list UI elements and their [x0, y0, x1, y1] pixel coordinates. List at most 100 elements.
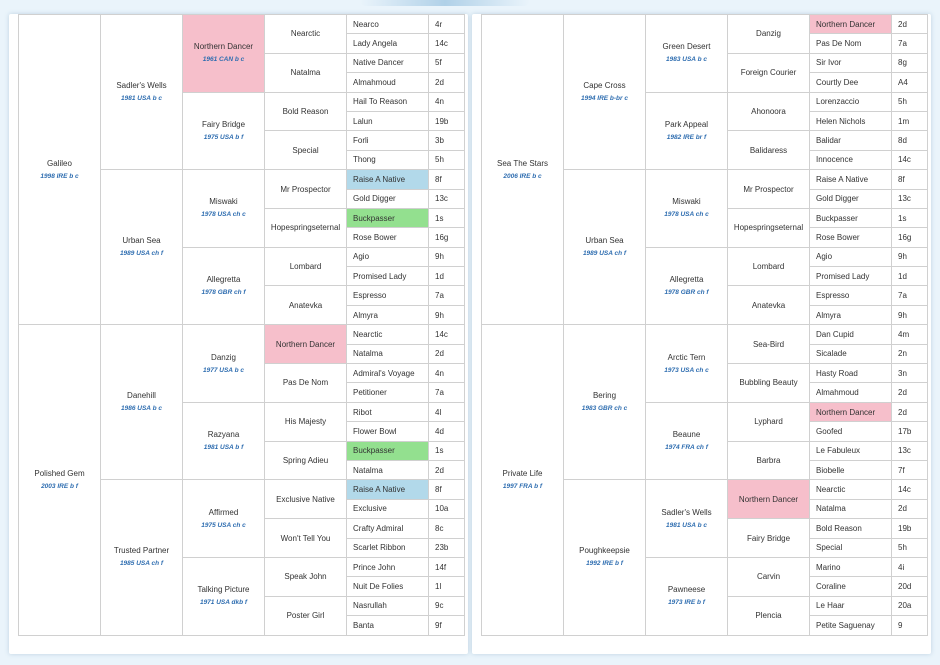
horse-gen4[interactable]: Spring Adieu [264, 440, 347, 481]
horse-gen5[interactable]: Almahmoud [809, 382, 892, 403]
horse-gen2[interactable]: Urban Sea 1989 USA ch f [100, 169, 183, 326]
horse-gen5[interactable]: Helen Nichols [809, 110, 892, 132]
horse-gen5[interactable]: Rose Bower [346, 227, 429, 248]
horse-gen5[interactable]: Pas De Nom [809, 33, 892, 54]
horse-gen3[interactable]: Miswaki 1978 USA ch c [645, 169, 728, 248]
horse-gen4[interactable]: Lombard [727, 246, 810, 287]
horse-gen4[interactable]: Ahonoora [727, 91, 810, 132]
horse-gen5[interactable]: Gold Digger [346, 188, 429, 209]
horse-gen4[interactable]: Hopespringseternal [727, 207, 810, 248]
horse-gen5[interactable]: Buckpasser [346, 440, 429, 461]
horse-gen4[interactable]: Pas De Nom [264, 363, 347, 403]
horse-gen4[interactable]: Bold Reason [264, 91, 347, 132]
horse-gen3[interactable]: Arctic Tern 1973 USA ch c [645, 324, 728, 403]
horse-gen5[interactable]: Buckpasser [809, 207, 892, 229]
horse-gen2[interactable]: Trusted Partner 1985 USA ch f [100, 479, 183, 636]
horse-gen5[interactable]: Sir Ivor [809, 52, 892, 74]
horse-gen3[interactable]: Fairy Bridge 1975 USA b f [182, 91, 265, 171]
horse-gen5[interactable]: Courtly Dee [809, 72, 892, 93]
horse-gen5[interactable]: Lalun [346, 110, 429, 132]
horse-gen5[interactable]: Sicalade [809, 343, 892, 365]
horse-gen5[interactable]: Ribot [346, 401, 429, 423]
horse-gen3[interactable]: Talking Picture 1971 USA dkb f [182, 556, 265, 636]
horse-gen1[interactable]: Private Life 1997 FRA b f [481, 324, 564, 636]
horse-gen3[interactable]: Affirmed 1975 USA ch c [182, 479, 265, 558]
horse-gen3[interactable]: Miswaki 1978 USA ch c [182, 169, 265, 248]
horse-gen4[interactable]: Northern Dancer [727, 479, 810, 520]
horse-gen5[interactable]: Almahmoud [346, 72, 429, 93]
horse-gen2[interactable]: Danehill 1986 USA b c [100, 324, 183, 481]
horse-gen4[interactable]: Special [264, 130, 347, 171]
horse-gen4[interactable]: Anatevka [727, 285, 810, 326]
horse-gen2[interactable]: Sadler's Wells 1981 USA b c [100, 13, 183, 171]
horse-gen4[interactable]: Won't Tell You [264, 518, 347, 558]
horse-gen5[interactable]: Forli [346, 130, 429, 151]
horse-gen4[interactable]: Hopespringseternal [264, 207, 347, 248]
horse-gen4[interactable]: Carvin [727, 556, 810, 597]
horse-gen4[interactable]: Anatevka [264, 285, 347, 326]
horse-gen5[interactable]: Espresso [809, 285, 892, 306]
horse-gen5[interactable]: Banta [346, 615, 429, 636]
horse-gen4[interactable]: Lombard [264, 246, 347, 287]
horse-gen5[interactable]: Nearctic [346, 324, 429, 345]
horse-gen5[interactable]: Le Fabuleux [809, 440, 892, 461]
horse-gen5[interactable]: Coraline [809, 576, 892, 597]
horse-gen5[interactable]: Petitioner [346, 382, 429, 403]
horse-gen5[interactable]: Native Dancer [346, 52, 429, 74]
horse-gen5[interactable]: Special [809, 537, 892, 558]
horse-gen4[interactable]: Northern Dancer [264, 324, 347, 365]
horse-gen4[interactable]: His Majesty [264, 401, 347, 442]
horse-gen5[interactable]: Natalma [809, 498, 892, 520]
horse-gen5[interactable]: Scarlet Ribbon [346, 537, 429, 558]
horse-gen5[interactable]: Thong [346, 149, 429, 171]
horse-gen5[interactable]: Nuit De Folies [346, 576, 429, 597]
horse-gen4[interactable]: Barbra [727, 440, 810, 481]
horse-gen5[interactable]: Promised Lady [809, 266, 892, 287]
horse-gen5[interactable]: Natalma [346, 343, 429, 365]
horse-gen5[interactable]: Admiral's Voyage [346, 363, 429, 384]
horse-gen5[interactable]: Almyra [346, 304, 429, 326]
horse-gen5[interactable]: Le Haar [809, 595, 892, 617]
horse-gen4[interactable]: Mr Prospector [727, 169, 810, 209]
horse-gen5[interactable]: Biobelle [809, 459, 892, 481]
horse-gen5[interactable]: Nearco [346, 13, 429, 35]
horse-gen5[interactable]: Lady Angela [346, 33, 429, 54]
horse-gen5[interactable]: Goofed [809, 421, 892, 442]
horse-gen5[interactable]: Rose Bower [809, 227, 892, 248]
horse-gen1[interactable]: Sea The Stars 2006 IRE b c [481, 13, 564, 326]
horse-gen5[interactable]: Lorenzaccio [809, 91, 892, 112]
horse-gen4[interactable]: Plencia [727, 595, 810, 636]
horse-gen4[interactable]: Mr Prospector [264, 169, 347, 209]
horse-gen3[interactable]: Green Desert 1983 USA b c [645, 14, 728, 93]
horse-gen5[interactable]: Exclusive [346, 498, 429, 520]
horse-gen5[interactable]: Raise A Native [346, 169, 429, 190]
horse-gen3[interactable]: Allegretta 1978 GBR ch f [182, 246, 265, 326]
horse-gen5[interactable]: Petite Saguenay [809, 615, 892, 636]
horse-gen1[interactable]: Galileo 1998 IRE b c [18, 13, 101, 326]
horse-gen5[interactable]: Marino [809, 556, 892, 578]
horse-gen4[interactable]: Exclusive Native [264, 479, 347, 520]
horse-gen5[interactable]: Crafty Admiral [346, 518, 429, 539]
horse-gen5[interactable]: Nearctic [809, 479, 892, 500]
horse-gen1[interactable]: Polished Gem 2003 IRE b f [18, 324, 101, 636]
horse-gen3[interactable]: Allegretta 1978 GBR ch f [645, 246, 728, 326]
horse-gen4[interactable]: Bubbling Beauty [727, 363, 810, 403]
horse-gen4[interactable]: Fairy Bridge [727, 518, 810, 558]
horse-gen3[interactable]: Danzig 1977 USA b c [182, 324, 265, 403]
horse-gen5[interactable]: Dan Cupid [809, 324, 892, 345]
horse-gen4[interactable]: Poster Girl [264, 595, 347, 636]
horse-gen5[interactable]: Raise A Native [346, 479, 429, 500]
horse-gen3[interactable]: Beaune 1974 FRA ch f [645, 401, 728, 481]
horse-gen5[interactable]: Northern Dancer [809, 401, 892, 423]
horse-gen4[interactable]: Foreign Courier [727, 52, 810, 93]
horse-gen5[interactable]: Hail To Reason [346, 91, 429, 112]
horse-gen5[interactable]: Raise A Native [809, 169, 892, 190]
horse-gen5[interactable]: Prince John [346, 556, 429, 578]
horse-gen4[interactable]: Sea-Bird [727, 324, 810, 365]
horse-gen4[interactable]: Natalma [264, 52, 347, 93]
horse-gen4[interactable]: Nearctic [264, 14, 347, 54]
horse-gen5[interactable]: Flower Bowl [346, 421, 429, 442]
horse-gen4[interactable]: Balidaress [727, 130, 810, 171]
horse-gen4[interactable]: Danzig [727, 14, 810, 54]
horse-gen4[interactable]: Lyphard [727, 401, 810, 442]
